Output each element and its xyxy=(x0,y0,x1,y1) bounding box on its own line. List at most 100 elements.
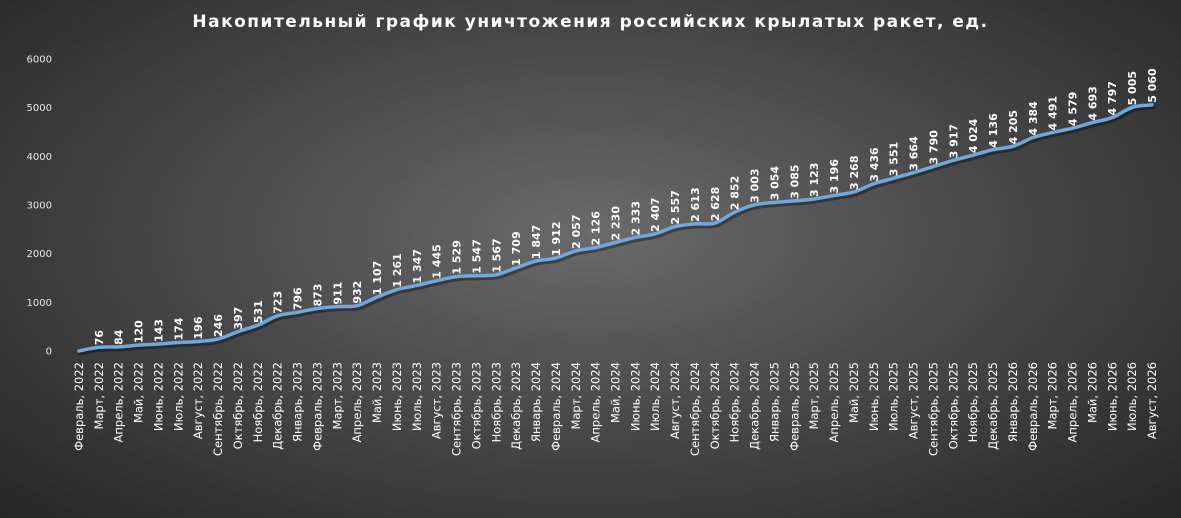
x-tick-label: Май, 2026 xyxy=(1085,362,1099,423)
x-tick-label: Январь, 2026 xyxy=(1006,362,1020,442)
x-tick-label: Май, 2022 xyxy=(132,362,146,423)
x-tick-label: Февраль, 2022 xyxy=(72,362,86,451)
x-tick-label: Октябрь, 2025 xyxy=(946,362,960,449)
data-label: 4 491 xyxy=(1047,96,1060,130)
x-tick-label: Июль, 2026 xyxy=(1125,362,1139,431)
x-tick-label: Июль, 2023 xyxy=(410,362,424,431)
data-label: 4 136 xyxy=(987,113,1000,148)
x-tick-label: Январь, 2023 xyxy=(291,362,305,442)
x-tick-label: Март, 2023 xyxy=(330,362,344,430)
data-label: 3 054 xyxy=(768,166,781,201)
x-tick-label: Август, 2025 xyxy=(907,362,921,439)
x-tick-label: Февраль, 2024 xyxy=(549,362,563,451)
data-label: 932 xyxy=(351,281,364,304)
data-labels: 76 84 120 143 174 196 246 397 531 723 796 873 911 932… xyxy=(93,68,1159,345)
data-label: 4 384 xyxy=(1027,101,1040,136)
x-tick-label: Январь, 2025 xyxy=(767,362,781,442)
data-label: 2 407 xyxy=(649,197,662,231)
x-tick-label: Октябрь, 2024 xyxy=(708,362,722,449)
data-label: 3 123 xyxy=(808,163,821,197)
x-tick-label: Июль, 2022 xyxy=(171,362,185,431)
x-tick-label: Сентябрь, 2022 xyxy=(211,362,225,456)
x-tick-label: Январь, 2024 xyxy=(529,362,543,442)
data-label: 1 912 xyxy=(550,221,563,255)
data-label: 4 024 xyxy=(967,118,980,153)
x-tick-label: Октябрь, 2023 xyxy=(469,362,483,449)
x-tick-label: Ноябрь, 2023 xyxy=(489,362,503,442)
x-tick-label: Август, 2023 xyxy=(430,362,444,439)
data-label: 1 445 xyxy=(431,244,444,278)
x-tick-label: Сентябрь, 2023 xyxy=(450,362,464,456)
data-label: 2 333 xyxy=(629,201,642,235)
x-tick-label: Декабрь, 2025 xyxy=(986,362,1000,450)
x-tick-label: Декабрь, 2022 xyxy=(271,362,285,450)
x-tick-label: Март, 2026 xyxy=(1046,362,1060,430)
x-tick-label: Июль, 2025 xyxy=(887,362,901,431)
data-label: 2 628 xyxy=(709,187,722,221)
x-tick-label: Ноябрь, 2025 xyxy=(966,362,980,442)
data-label: 1 347 xyxy=(411,249,424,283)
data-label: 2 557 xyxy=(669,190,682,224)
data-label: 3 664 xyxy=(908,136,921,171)
data-label: 2 057 xyxy=(570,214,583,248)
series-line-shadow xyxy=(78,104,1156,356)
data-label: 397 xyxy=(232,307,245,330)
x-tick-label: Июнь, 2025 xyxy=(867,362,881,431)
data-label: 2 126 xyxy=(590,211,603,246)
x-tick-label: Март, 2022 xyxy=(92,362,106,430)
y-axis: 0 1000 2000 3000 4000 5000 6000 xyxy=(27,55,52,358)
x-tick-label: Апрель, 2022 xyxy=(112,362,126,442)
data-label: 2 230 xyxy=(610,206,623,241)
y-tick-label: 6000 xyxy=(27,55,52,66)
data-label: 1 529 xyxy=(451,240,464,274)
data-label: 3 436 xyxy=(868,147,881,182)
data-label: 531 xyxy=(252,300,265,323)
x-tick-label: Февраль, 2023 xyxy=(310,362,324,451)
data-label: 3 196 xyxy=(828,159,841,194)
data-label: 120 xyxy=(133,320,146,343)
x-tick-label: Август, 2024 xyxy=(668,362,682,439)
x-tick-label: Май, 2023 xyxy=(370,362,384,423)
data-label: 3 917 xyxy=(947,124,960,158)
data-label: 3 268 xyxy=(848,156,861,190)
data-label: 4 205 xyxy=(1007,110,1020,144)
y-tick-label: 3000 xyxy=(27,201,52,212)
series-line xyxy=(77,103,1156,356)
data-label: 196 xyxy=(192,316,205,339)
x-tick-label: Апрель, 2025 xyxy=(827,362,841,442)
data-label: 3 790 xyxy=(927,130,940,165)
data-label: 3 551 xyxy=(888,142,901,176)
data-label: 1 107 xyxy=(371,261,384,295)
y-tick-label: 5000 xyxy=(27,103,52,114)
data-label: 1 261 xyxy=(391,253,404,287)
x-tick-label: Декабрь, 2024 xyxy=(748,362,762,450)
x-tick-label: Апрель, 2026 xyxy=(1066,362,1080,442)
data-label: 911 xyxy=(331,282,344,305)
x-tick-label: Февраль, 2025 xyxy=(787,362,801,451)
data-label: 76 xyxy=(93,330,106,346)
x-tick-label: Август, 2022 xyxy=(191,362,205,439)
data-label: 723 xyxy=(272,291,285,314)
data-label: 84 xyxy=(113,329,126,345)
data-label: 143 xyxy=(152,319,165,342)
data-label: 4 693 xyxy=(1086,86,1099,120)
x-tick-label: Июль, 2024 xyxy=(648,362,662,431)
x-tick-label: Март, 2025 xyxy=(807,362,821,430)
x-tick-label: Май, 2025 xyxy=(847,362,861,423)
x-tick-label: Февраль, 2026 xyxy=(1026,362,1040,451)
data-label: 4 579 xyxy=(1067,92,1080,126)
x-tick-label: Сентябрь, 2024 xyxy=(688,362,702,456)
x-tick-label: Май, 2024 xyxy=(609,362,623,423)
x-tick-label: Ноябрь, 2022 xyxy=(251,362,265,442)
data-label: 1 547 xyxy=(470,239,483,273)
data-label: 246 xyxy=(212,314,225,337)
x-tick-label: Июнь, 2024 xyxy=(628,362,642,431)
data-label: 5 060 xyxy=(1146,68,1159,103)
data-label: 796 xyxy=(292,287,305,310)
data-label: 5 005 xyxy=(1126,71,1139,105)
y-tick-label: 2000 xyxy=(27,249,52,260)
series-line-path xyxy=(77,103,1154,353)
data-label: 3 003 xyxy=(749,168,762,202)
y-tick-label: 0 xyxy=(46,347,52,358)
x-tick-label: Июнь, 2026 xyxy=(1105,362,1119,431)
